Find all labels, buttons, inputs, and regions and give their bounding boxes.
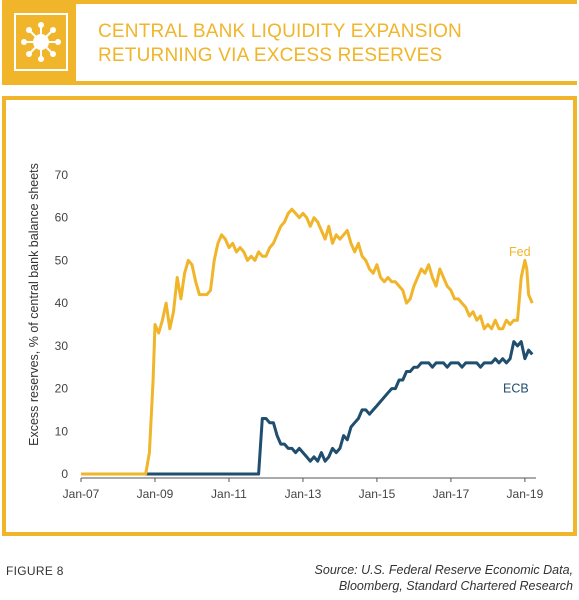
y-tick-label: 10 <box>55 424 69 438</box>
chart-header: CENTRAL BANK LIQUIDITY EXPANSION RETURNI… <box>2 0 577 85</box>
series-line-ecb <box>81 340 534 476</box>
page-title: CENTRAL BANK LIQUIDITY EXPANSION RETURNI… <box>98 21 462 66</box>
y-axis-ticks: 0 10 20 30 40 50 60 70 <box>55 168 69 481</box>
x-tick-label: Jan-19 <box>507 487 544 501</box>
series-label-fed: Fed <box>509 245 531 259</box>
x-tick-label: Jan-07 <box>63 487 100 501</box>
y-axis-label: Excess reserves, % of central bank balan… <box>27 163 41 446</box>
x-tick-label: Jan-11 <box>211 487 247 501</box>
x-axis-ticks: Jan-07 Jan-09 Jan-11 Jan-13 Jan-15 Jan-17 Jan-… <box>63 478 544 501</box>
y-tick-label: 0 <box>61 467 68 481</box>
y-tick-label: 20 <box>55 382 69 396</box>
series-label-ecb: ECB <box>503 382 529 396</box>
header-icon-box <box>6 4 76 81</box>
sun-network-icon <box>14 13 68 71</box>
line-chart: 0 10 20 30 40 50 60 70 Jan-07 Jan-09 Jan-11 Jan-13… <box>27 163 544 501</box>
x-tick-label: Jan-17 <box>433 487 470 501</box>
chart-frame: 0 10 20 30 40 50 60 70 Jan-07 Jan-09 Jan-11 Jan-13… <box>2 96 577 536</box>
y-tick-label: 30 <box>55 339 69 353</box>
x-tick-label: Jan-13 <box>285 487 322 501</box>
y-tick-label: 50 <box>55 253 69 267</box>
y-tick-label: 40 <box>55 296 69 310</box>
source-note: Source: U.S. Federal Reserve Economic Da… <box>314 563 573 593</box>
x-tick-label: Jan-09 <box>137 487 174 501</box>
figure-label: FIGURE 8 <box>6 564 64 578</box>
x-tick-label: Jan-15 <box>359 487 396 501</box>
series-group <box>81 207 534 476</box>
y-tick-label: 70 <box>55 168 69 182</box>
series-line-fed <box>81 207 534 476</box>
y-tick-label: 60 <box>55 211 69 225</box>
